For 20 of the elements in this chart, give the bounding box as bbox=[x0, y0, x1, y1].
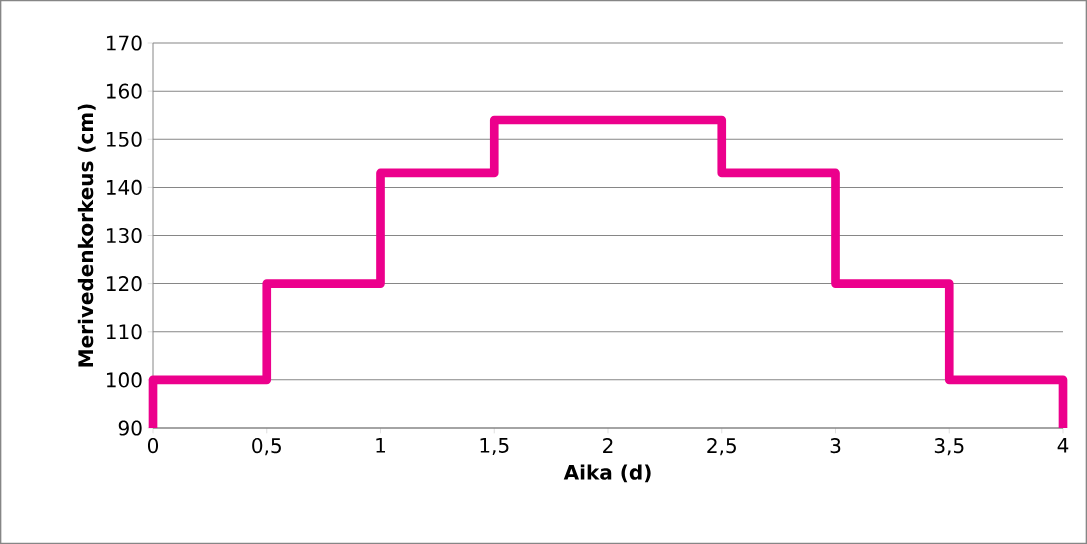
x-tick-label: 4 bbox=[1057, 438, 1069, 453]
y-tick-label: 160 bbox=[106, 83, 142, 99]
x-tick-label: 3,5 bbox=[934, 438, 964, 456]
y-tick-label: 130 bbox=[106, 227, 142, 244]
y-tick-label: 120 bbox=[106, 276, 142, 292]
y-tick-label: 140 bbox=[106, 179, 142, 195]
x-tick-label: 1 bbox=[376, 438, 386, 453]
y-tick-label: 110 bbox=[106, 324, 142, 340]
x-tick-label: 0 bbox=[147, 438, 159, 454]
y-tick-label: 100 bbox=[106, 372, 142, 388]
y-tick-label: 90 bbox=[118, 420, 142, 436]
x-tick-label: 1,5 bbox=[480, 438, 509, 455]
x-tick-label: 2 bbox=[603, 438, 613, 453]
x-tick-label: 2,5 bbox=[707, 438, 736, 456]
x-axis-title: Aika (d) bbox=[563, 464, 651, 483]
y-tick-label: 150 bbox=[106, 131, 142, 147]
x-tick-label: 3 bbox=[830, 438, 841, 454]
x-tick-label: 0,5 bbox=[252, 438, 281, 456]
y-axis-title: Merivedenkorkeus (cm) bbox=[77, 104, 96, 367]
y-tick-label: 170 bbox=[106, 35, 142, 51]
